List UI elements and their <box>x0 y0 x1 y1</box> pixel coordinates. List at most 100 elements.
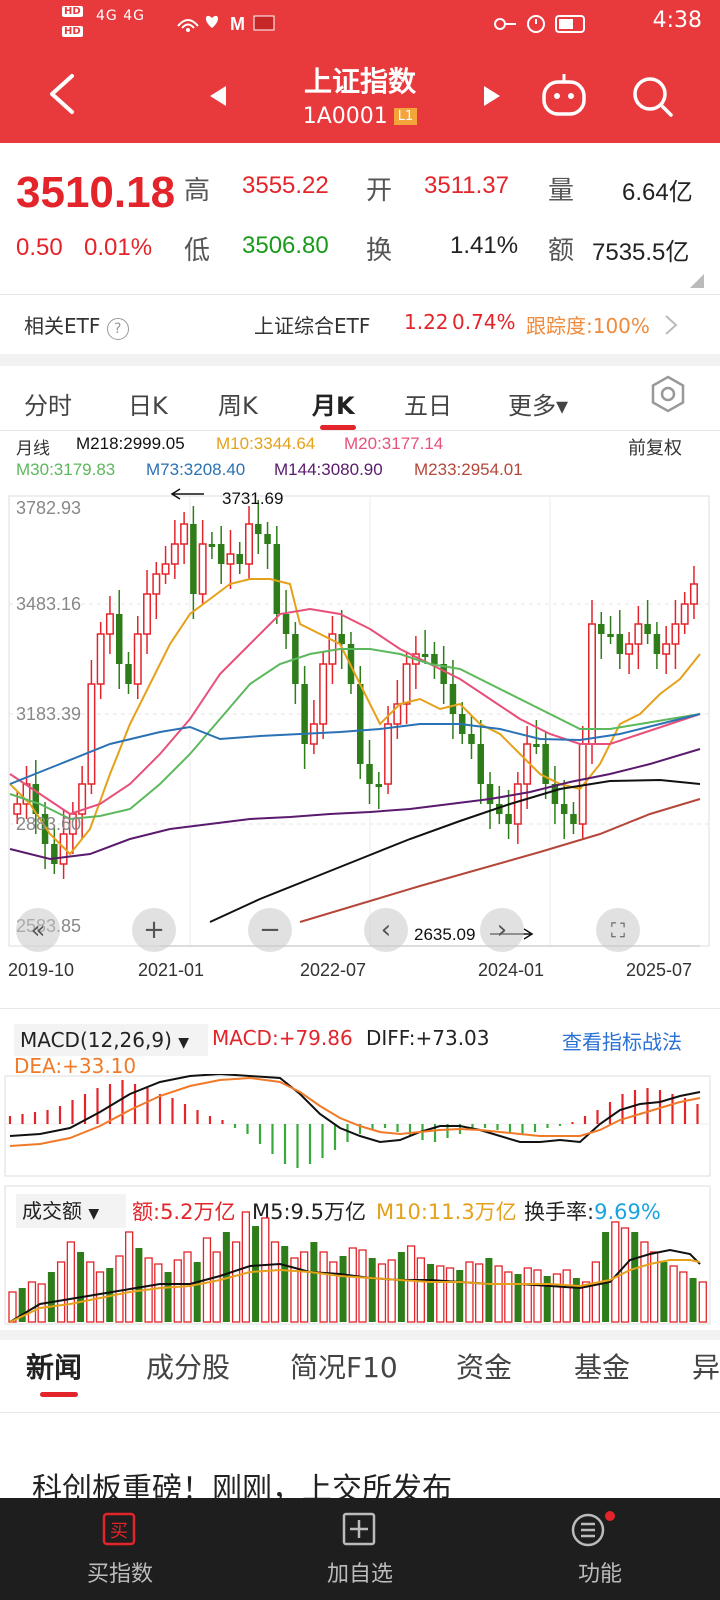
dea-line <box>9 1076 701 1147</box>
open-label: 开 <box>366 176 393 206</box>
app-header: HD HD 4G 4G M 4:38 上证指数 1A0001 L1 <box>0 0 720 143</box>
stock-code: 1A0001 L1 <box>0 104 720 129</box>
x-label: 2019-10 <box>8 960 74 980</box>
candle-body <box>653 634 661 654</box>
tab-monthly-k[interactable]: 月K <box>312 392 355 420</box>
next-stock-icon[interactable] <box>482 84 502 108</box>
search-icon[interactable] <box>630 74 674 118</box>
volume-bar <box>416 1257 425 1323</box>
robot-assistant-icon[interactable] <box>540 72 588 118</box>
expand-corner-icon[interactable] <box>690 274 704 288</box>
high-label: 高 <box>184 176 211 206</box>
volume-bar <box>173 1259 182 1323</box>
tab-news[interactable]: 新闻 <box>26 1351 83 1384</box>
ma73-legend: M73:3208.40 <box>146 460 246 479</box>
ma144-legend: M144:3080.90 <box>274 460 383 479</box>
status-time: 4:38 <box>652 8 702 33</box>
current-price: 3510.18 <box>16 168 176 217</box>
prev-stock-icon[interactable] <box>208 84 228 108</box>
price-change-pct: 0.01% <box>84 234 153 261</box>
tab-constituents[interactable]: 成分股 <box>146 1351 231 1384</box>
chart-settings-icon[interactable] <box>648 374 688 414</box>
macd-strategy-link[interactable]: 查看指标战法 <box>562 1030 682 1054</box>
volume-bar <box>56 1261 66 1323</box>
candle-body <box>161 563 170 575</box>
candle-body <box>375 784 383 787</box>
ma144-line <box>9 748 701 861</box>
help-icon[interactable]: ? <box>106 318 129 340</box>
volume-bar <box>377 1263 387 1323</box>
candle-body <box>32 784 40 814</box>
back-icon[interactable] <box>44 72 80 116</box>
candle-body <box>264 534 271 544</box>
related-etf-text: 相关ETF <box>24 314 101 338</box>
low-label: 低 <box>184 236 211 266</box>
volume-bar <box>427 1264 435 1322</box>
tab-more[interactable]: 更多▾ <box>508 392 569 420</box>
tab-funds[interactable]: 基金 <box>574 1351 631 1384</box>
chevron-right-icon[interactable] <box>664 314 678 336</box>
candle-body <box>505 814 512 824</box>
volume-bar <box>348 1247 357 1323</box>
open-value: 3511.37 <box>424 172 509 199</box>
volume-bar <box>281 1246 289 1322</box>
tab-more-news[interactable]: 异 <box>692 1351 720 1384</box>
volume-m5: M5:9.5万亿 <box>252 1200 366 1224</box>
volume-bar <box>270 1241 280 1323</box>
ma30-line <box>9 648 701 821</box>
macd-selector[interactable]: MACD(12,26,9) ▼ <box>14 1024 208 1056</box>
scroll-right-icon[interactable]: › <box>480 908 524 952</box>
volume-bar <box>106 1268 114 1322</box>
volume-bar <box>572 1278 580 1322</box>
status-icons: M <box>177 14 275 34</box>
tab-profile-f10[interactable]: 简况F10 <box>290 1351 398 1384</box>
adjust-mode[interactable]: 前复权 <box>628 438 682 458</box>
zoom-out-icon[interactable]: − <box>248 908 292 952</box>
page-title: 上证指数 <box>303 65 416 98</box>
tab-five-day[interactable]: 五日 <box>404 392 452 420</box>
hd-icon: HD <box>62 6 83 17</box>
divider <box>0 294 720 295</box>
add-watchlist-label: 加自选 <box>326 1562 393 1587</box>
scroll-start-icon[interactable]: « <box>16 908 60 952</box>
volume-label: 量 <box>548 176 575 206</box>
candle-body <box>393 703 402 725</box>
related-etf-label[interactable]: 相关ETF ? <box>24 310 129 340</box>
tab-intraday[interactable]: 分时 <box>24 392 72 420</box>
ma-lines <box>9 578 701 923</box>
high-value: 3555.22 <box>242 172 329 199</box>
divider <box>0 1412 720 1413</box>
volume-value: 6.64亿 <box>622 179 693 206</box>
stock-code-text: 1A0001 <box>302 104 388 129</box>
volume-bar <box>620 1227 630 1323</box>
scroll-left-icon[interactable]: ‹ <box>364 908 408 952</box>
volume-bar <box>300 1251 309 1323</box>
macd-bars <box>8 1080 699 1168</box>
y-tick: 3183.39 <box>16 704 81 724</box>
functions-button[interactable]: 功能 <box>480 1498 720 1600</box>
volume-bar <box>193 1262 201 1322</box>
add-watchlist-button[interactable]: 加自选 <box>240 1498 480 1600</box>
buy-index-button[interactable]: 买 买指数 <box>0 1498 240 1600</box>
ma218-line <box>209 778 701 923</box>
tab-funds-flow[interactable]: 资金 <box>456 1351 513 1384</box>
candle-body <box>13 803 22 815</box>
candle-body <box>357 684 364 764</box>
candle-body <box>170 543 179 565</box>
candle-body <box>644 624 651 634</box>
volume-selector[interactable]: 成交额 ▼ <box>16 1194 126 1228</box>
volume-bar <box>86 1261 95 1323</box>
candle-body <box>133 633 142 685</box>
zoom-in-icon[interactable]: + <box>132 908 176 952</box>
candle-body <box>143 593 152 635</box>
volume-bar <box>387 1259 396 1323</box>
fullscreen-icon[interactable]: ⛶ <box>596 908 640 952</box>
turnover-rate: 换手率:9.69% <box>524 1196 661 1226</box>
tab-weekly-k[interactable]: 周K <box>218 392 258 420</box>
candle-body <box>338 634 345 644</box>
etf-name[interactable]: 上证综合ETF <box>254 314 371 338</box>
candle-body <box>486 784 494 804</box>
candle-body <box>282 614 290 634</box>
kline-chart[interactable]: 3782.93 3483.16 3183.39 2883.60 2583.85 … <box>0 484 720 1000</box>
tab-daily-k[interactable]: 日K <box>128 392 168 420</box>
